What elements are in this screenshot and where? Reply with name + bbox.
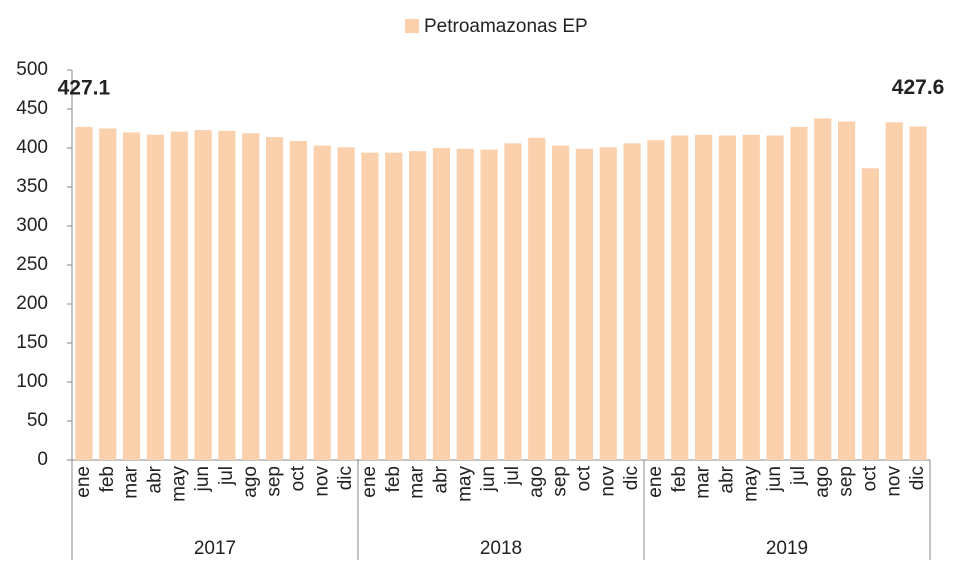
x-tick-label: may: [740, 466, 761, 502]
bar: [266, 137, 284, 460]
bar: [194, 130, 212, 460]
x-tick-label: mar: [407, 465, 428, 498]
bar: [718, 135, 736, 460]
x-tick-label: sep: [836, 466, 857, 497]
x-tick-label: nov: [597, 466, 618, 497]
x-tick-label: jun: [192, 466, 213, 492]
bar: [337, 147, 355, 460]
bar: [790, 126, 808, 460]
x-tick-label: dic: [907, 466, 928, 490]
y-tick-label: 150: [16, 332, 48, 353]
bar: [623, 143, 641, 460]
y-tick-label: 500: [16, 59, 48, 80]
bar: [528, 137, 546, 461]
legend-swatch: [405, 19, 419, 33]
legend-label: Petroamazonas EP: [424, 16, 588, 37]
bar: [575, 148, 593, 460]
x-tick-label: may: [168, 466, 189, 502]
x-tick-label: feb: [97, 466, 118, 492]
x-tick-label: dic: [621, 466, 642, 490]
data-label: 427.1: [58, 76, 111, 99]
bar: [242, 133, 260, 460]
y-tick-label: 300: [16, 215, 48, 236]
x-tick-label: abr: [716, 465, 737, 493]
x-tick-label: oct: [859, 465, 880, 491]
bar: [361, 152, 379, 460]
x-tick-label: mar: [693, 465, 714, 498]
bar: [838, 121, 856, 460]
bar: [480, 149, 498, 460]
bar: [599, 147, 617, 460]
x-tick-label: ago: [240, 466, 261, 498]
x-tick-label: mar: [121, 465, 142, 498]
group-label: 2019: [766, 538, 808, 559]
bar: [123, 132, 141, 460]
x-tick-label: nov: [883, 466, 904, 497]
x-tick-label: jun: [478, 466, 499, 492]
x-tick-label: jul: [216, 466, 237, 486]
x-tick-label: sep: [550, 466, 571, 497]
bar: [456, 148, 474, 460]
x-tick-label: ago: [812, 466, 833, 498]
bar: [146, 134, 164, 461]
bar: [409, 151, 427, 460]
bar: [552, 145, 570, 460]
y-tick-label: 350: [16, 176, 48, 197]
x-tick-label: ene: [359, 466, 380, 498]
bar: [695, 134, 713, 461]
x-tick-label: jul: [788, 466, 809, 486]
bar: [99, 128, 117, 460]
x-tick-label: abr: [430, 465, 451, 493]
bar: [909, 126, 927, 461]
bar: [170, 131, 188, 460]
x-tick-label: jul: [502, 466, 523, 486]
y-tick-label: 250: [16, 254, 48, 275]
bar: [504, 143, 522, 460]
y-tick-label: 0: [37, 449, 48, 470]
bar: [671, 135, 689, 460]
y-tick-label: 50: [27, 410, 48, 431]
bar: [218, 130, 236, 460]
group-label: 2017: [194, 538, 236, 559]
x-tick-label: oct: [287, 465, 308, 491]
bar: [647, 140, 665, 460]
bar: [814, 118, 832, 461]
bar: [742, 134, 760, 461]
y-tick-label: 100: [16, 371, 48, 392]
y-tick-label: 200: [16, 293, 48, 314]
bar: [885, 122, 903, 460]
y-tick-label: 400: [16, 137, 48, 158]
bar: [75, 126, 93, 460]
x-tick-label: nov: [311, 466, 332, 497]
y-tick-label: 450: [16, 98, 48, 119]
bar: [385, 152, 403, 460]
bar: [313, 145, 331, 460]
x-tick-label: dic: [335, 466, 356, 490]
x-tick-label: abr: [144, 465, 165, 493]
x-tick-label: feb: [383, 466, 404, 492]
x-tick-label: jun: [764, 466, 785, 492]
x-tick-label: ene: [73, 466, 94, 498]
bar: [766, 135, 784, 460]
x-tick-label: may: [454, 466, 475, 502]
x-tick-label: feb: [669, 466, 690, 492]
bar: [289, 140, 307, 461]
data-label: 427.6: [892, 76, 945, 99]
bar: [432, 148, 450, 460]
group-label: 2018: [480, 538, 522, 559]
bar: [861, 168, 879, 460]
x-tick-label: sep: [264, 466, 285, 497]
x-tick-label: ene: [645, 466, 666, 498]
x-tick-label: ago: [526, 466, 547, 498]
x-tick-label: oct: [573, 465, 594, 491]
